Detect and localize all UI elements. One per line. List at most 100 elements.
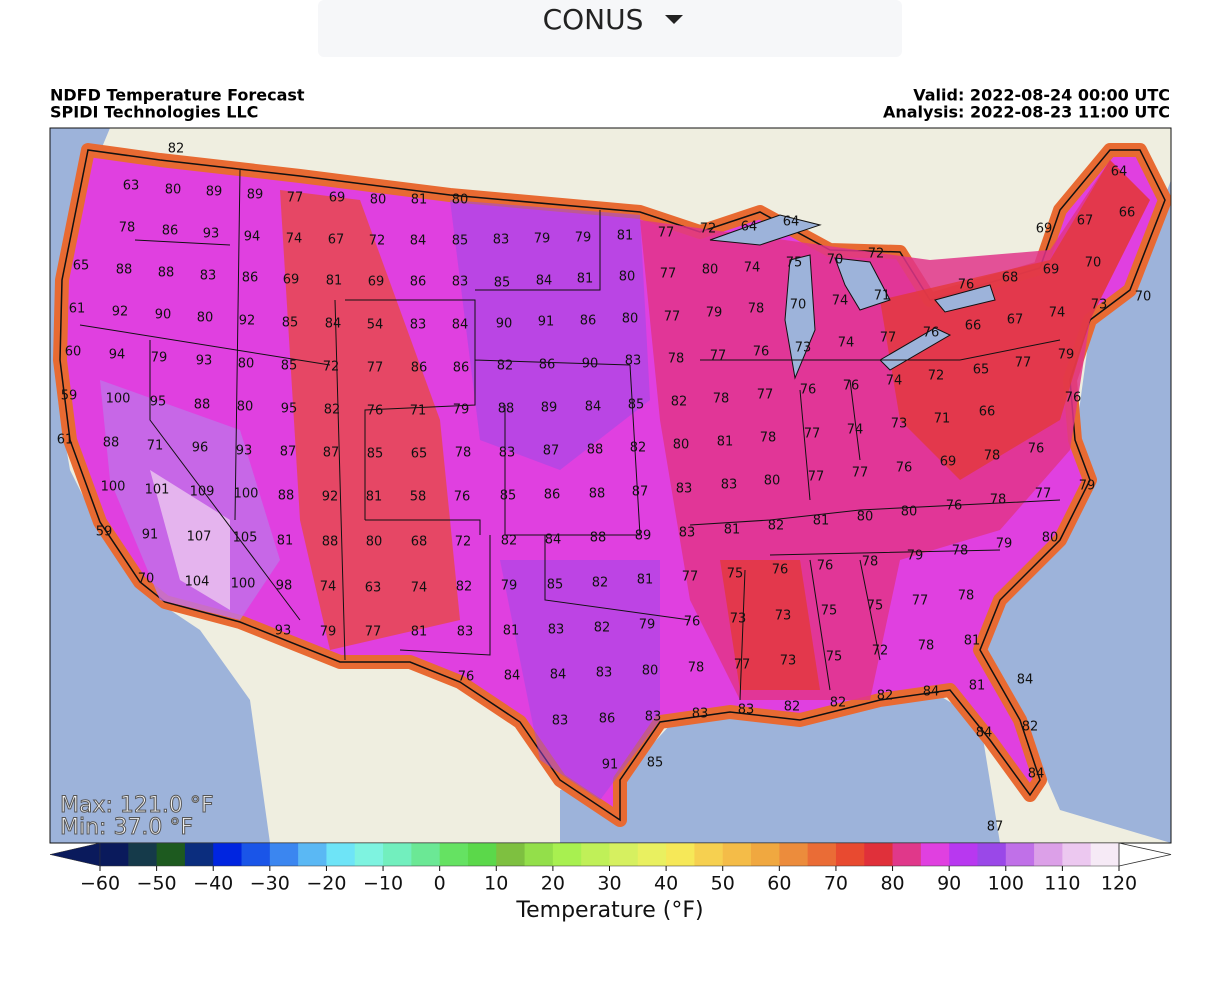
station-temp: 75 <box>826 650 843 665</box>
station-temp: 87 <box>543 444 560 459</box>
station-temp: 83 <box>738 703 755 718</box>
colorbar-segment <box>807 843 837 866</box>
colorbar-segment <box>354 843 384 866</box>
station-temp: 84 <box>452 318 469 333</box>
station-temp: 84 <box>536 274 553 289</box>
selector-caret[interactable] <box>665 15 683 24</box>
station-temp: 83 <box>493 233 510 248</box>
station-temp: 82 <box>630 441 647 456</box>
station-temp: 61 <box>57 433 74 448</box>
station-temp: 72 <box>369 234 386 249</box>
station-temp: 83 <box>548 623 565 638</box>
station-temp: 82 <box>671 395 688 410</box>
station-temp: 78 <box>668 352 685 367</box>
station-temp: 68 <box>411 535 428 550</box>
station-temp: 86 <box>162 224 179 239</box>
colorbar-segment <box>1062 843 1092 866</box>
station-temp: 67 <box>328 233 345 248</box>
station-temp: 84 <box>550 668 567 683</box>
station-temp: 78 <box>990 493 1007 508</box>
lake-superior <box>709 214 822 246</box>
station-temp: 81 <box>411 625 428 640</box>
station-temp: 92 <box>322 490 339 505</box>
station-temp: 77 <box>808 470 825 485</box>
colorbar-segment <box>835 843 865 866</box>
station-temp: 74 <box>744 261 761 276</box>
colorbar-extend-high <box>1118 842 1172 867</box>
very-hot-desert <box>150 470 230 610</box>
station-temp: 81 <box>577 272 594 287</box>
colorbar-segment <box>1005 843 1035 866</box>
colorbar-segment <box>128 843 158 866</box>
station-temp: 76 <box>946 499 963 514</box>
station-temp: 77 <box>1015 356 1032 371</box>
station-temp: 66 <box>965 319 982 334</box>
colorbar-segment <box>184 843 214 866</box>
station-temp: 74 <box>832 294 849 309</box>
station-temp: 95 <box>150 395 167 410</box>
station-temp: 74 <box>320 580 337 595</box>
station-temp: 96 <box>192 441 209 456</box>
valid-time: Valid: 2022-08-24 00:00 UTC <box>913 86 1170 105</box>
station-temp: 85 <box>647 756 664 771</box>
station-temp: 80 <box>165 183 182 198</box>
colorbar-tick-label: 120 <box>1101 873 1137 895</box>
station-temp: 80 <box>1042 531 1059 546</box>
station-temp: 98 <box>276 579 293 594</box>
station-temp: 109 <box>190 485 215 500</box>
station-temp: 77 <box>912 594 929 609</box>
station-temp: 80 <box>452 193 469 208</box>
station-temp: 101 <box>145 483 170 498</box>
station-temp: 69 <box>329 191 346 206</box>
station-temp: 81 <box>411 193 428 208</box>
station-temp: 66 <box>979 405 996 420</box>
station-temp: 100 <box>106 392 131 407</box>
station-temp: 83 <box>452 275 469 290</box>
station-temp: 84 <box>976 726 993 741</box>
selector-label[interactable]: CONUS <box>543 3 644 36</box>
selector[interactable]: CONUS <box>318 0 902 57</box>
station-temp: 81 <box>637 573 654 588</box>
station-temp: 76 <box>1065 391 1082 406</box>
station-temp: 76 <box>923 326 940 341</box>
analysis-time: Analysis: 2022-08-23 11:00 UTC <box>883 103 1170 122</box>
station-temp: 85 <box>628 398 645 413</box>
station-temp: 80 <box>238 357 255 372</box>
station-temp: 82 <box>501 534 518 549</box>
station-temp: 74 <box>411 581 428 596</box>
station-temp: 80 <box>642 664 659 679</box>
station-temp: 84 <box>504 669 521 684</box>
station-temp: 71 <box>934 412 951 427</box>
lake-michigan <box>784 254 816 380</box>
station-temp: 67 <box>1077 214 1094 229</box>
station-temp: 84 <box>410 234 427 249</box>
station-temp: 94 <box>244 230 261 245</box>
colorbar-segment <box>779 843 809 866</box>
station-temp: 85 <box>367 447 384 462</box>
colorbar-tick-label: 70 <box>824 873 848 895</box>
station-temp: 67 <box>1007 313 1024 328</box>
station-temp: 71 <box>147 439 164 454</box>
station-temp: 79 <box>996 537 1013 552</box>
station-temp: 70 <box>1085 256 1102 271</box>
station-temp: 66 <box>1119 206 1136 221</box>
station-temp: 82 <box>830 696 847 711</box>
atlantic <box>985 180 1171 843</box>
station-temp: 88 <box>278 489 295 504</box>
colorbar-tick-label: −50 <box>137 873 177 895</box>
station-temp: 82 <box>877 689 894 704</box>
colorbar-tick-label: −60 <box>80 873 120 895</box>
station-temp: 81 <box>969 679 986 694</box>
station-temp: 76 <box>772 563 789 578</box>
min-label: Min: 37.0 °F <box>60 815 193 840</box>
station-temp: 86 <box>242 271 259 286</box>
station-temp: 78 <box>862 555 879 570</box>
station-temp: 88 <box>158 266 175 281</box>
station-temp: 81 <box>717 435 734 450</box>
selector-box[interactable] <box>318 0 902 57</box>
station-temp: 82 <box>324 403 341 418</box>
station-temp: 80 <box>197 311 214 326</box>
cool-northeast <box>880 160 1150 480</box>
station-temp: 71 <box>410 404 427 419</box>
station-temp: 83 <box>692 707 709 722</box>
